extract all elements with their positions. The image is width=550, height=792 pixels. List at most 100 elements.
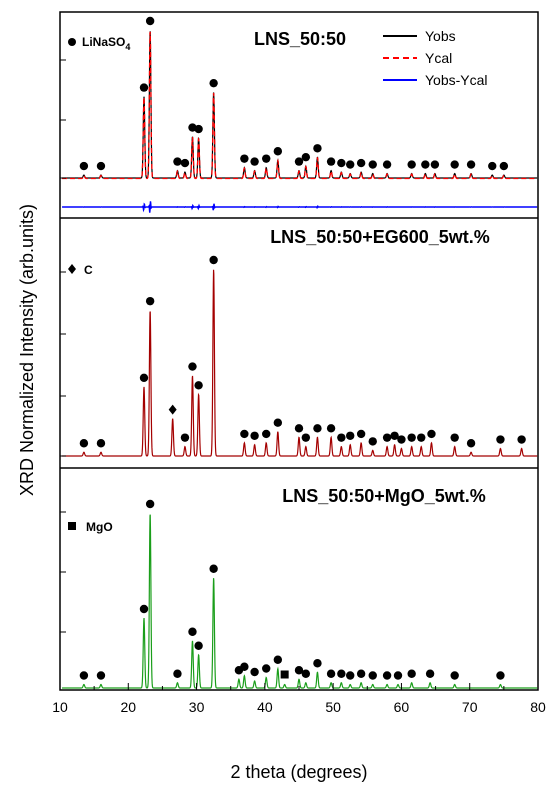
panel-2-phase-dot [450,433,459,442]
y-axis-title: XRD Normalized Intensity (arb.units) [17,204,37,496]
x-tick-label: 70 [462,699,478,715]
panel-2-phase-dot [194,381,203,390]
left-ticks [60,59,66,633]
plot-frame [59,11,539,691]
panel-3-phase-dot [356,669,366,678]
panel-1-title: LNS_50:50 [254,29,346,49]
x-tick-label: 30 [189,699,205,715]
panel-2-phase-dot [96,439,106,448]
panel-1-phase-dot [313,144,322,153]
lnso4-marker-icon [68,38,76,46]
panel-2-phase-dot [313,424,322,433]
panel-1-yobs-line [62,31,538,179]
panel-2-phase-dot [262,429,271,439]
panel-2-phase-dot [294,424,304,433]
panel-2-phase-dot [209,255,218,265]
panel-1-phase-dot [499,161,509,171]
panel-top-labels: LNS_50:50 LiNaSO4 Yobs Ycal Yobs-Ycal [68,28,488,88]
panel-1-diff-line [62,201,538,213]
panel-1-phase-dot [209,78,218,88]
panel-2-phase-dot [326,424,336,433]
panel-2-title: LNS_50:50+EG600_5wt.% [270,227,490,247]
panel-2-marker-label: C [84,263,93,277]
panel-3-phase-dot [79,671,89,680]
panel-1-phase-dot [450,160,459,169]
panel-3-phase-dot [188,627,197,636]
panel-3-phase-dot [382,671,392,680]
panel-2-phase-dot [240,429,249,439]
panel-2-phase-dot [337,433,346,442]
panel-3-phase-dot [496,671,505,680]
legend-ycal: Ycal [425,50,452,66]
panel-3-phase-dot [425,669,435,678]
panel-1-phase-dot [368,160,377,169]
panel-2-phase-dot [145,296,155,306]
panel-1-phase-dot [139,83,149,92]
panel-1-phase-dot [407,160,416,169]
panel-2-phase-dot [496,435,505,444]
panel-3-marker-label: MgO [86,520,113,534]
panel-3-phase-dot [450,671,459,680]
x-tick-label: 20 [120,699,136,715]
panel-2-phase-dot [407,433,416,442]
legend-yobs: Yobs [425,28,456,44]
panel-3-phase-dot [273,655,283,664]
panel-1-phase-dot [301,152,311,162]
panel-1-phase-dot [273,147,283,156]
panel-1-phase-dot [294,157,304,166]
panel-2-phase-dot [397,435,406,444]
panel-3-phase-dot [407,669,416,678]
panel-3-mgo-marker [280,670,289,679]
panel-1-phase-dot [488,161,497,171]
panel-2-series [62,255,538,457]
panel-1-phase-dot [96,161,106,171]
panel-2-phase-dot [180,433,190,442]
panel-1-phase-dot [262,154,271,163]
panel-3-phase-dot [393,671,403,680]
panel-2-phase-dot [188,362,197,371]
x-tick-label: 40 [257,699,273,715]
panel-1-phase-dot [145,16,155,26]
carbon-marker-icon [68,264,76,274]
panel-3-series [62,499,538,689]
panel-2-phase-dot [79,439,89,448]
x-tick-label: 50 [325,699,341,715]
panel-1-phase-dot [382,160,392,169]
panel-2-phase-dot [250,431,259,440]
panel-1-phase-dot [356,158,366,168]
panel-mid-labels: LNS_50:50+EG600_5wt.% C [68,227,490,277]
panel-3-phase-dot [139,604,149,614]
panel-3-yobs-line [62,514,538,689]
panel-3-phase-dot [313,659,322,668]
panel-3-phase-dot [294,666,304,675]
x-axis: 10 20 30 40 50 60 70 80 [52,683,546,715]
panel-2-yobs-line [62,269,538,457]
x-tick-label: 10 [52,699,68,715]
x-tick-label: 60 [394,699,410,715]
panel-3-phase-dot [145,499,155,509]
panel-1-phase-dot [173,157,182,166]
panel-2-phase-dot [368,437,377,446]
panel-2-phase-dot [390,431,399,440]
panel-1-phase-dot [337,158,346,168]
panel-1-phase-dot [346,160,355,169]
panel-2-phase-dot [517,435,526,444]
x-axis-title: 2 theta (degrees) [230,762,367,782]
panel-2-phase-dot [139,373,149,383]
panel-3-phase-dot [240,662,249,671]
panel-1-phase-dot [194,124,203,134]
panel-2-phase-dot [382,433,392,442]
panel-3-phase-dot [173,669,182,678]
panel-2-phase-dot [466,439,476,448]
panel-3-phase-dot [326,669,336,678]
panel-3-phase-dot [96,671,106,680]
panel-2-phase-dot [301,433,311,442]
panel-1-phase-dot [421,160,430,169]
panel-2-carbon-marker [168,404,177,415]
mgo-marker-icon [68,522,76,530]
legend-diff: Yobs-Ycal [425,72,488,88]
panel-1-ycal-line [62,31,538,180]
panel-3-phase-dot [209,564,218,573]
panel-3-phase-dot [250,667,259,677]
panel-1-phase-dot [79,161,89,171]
